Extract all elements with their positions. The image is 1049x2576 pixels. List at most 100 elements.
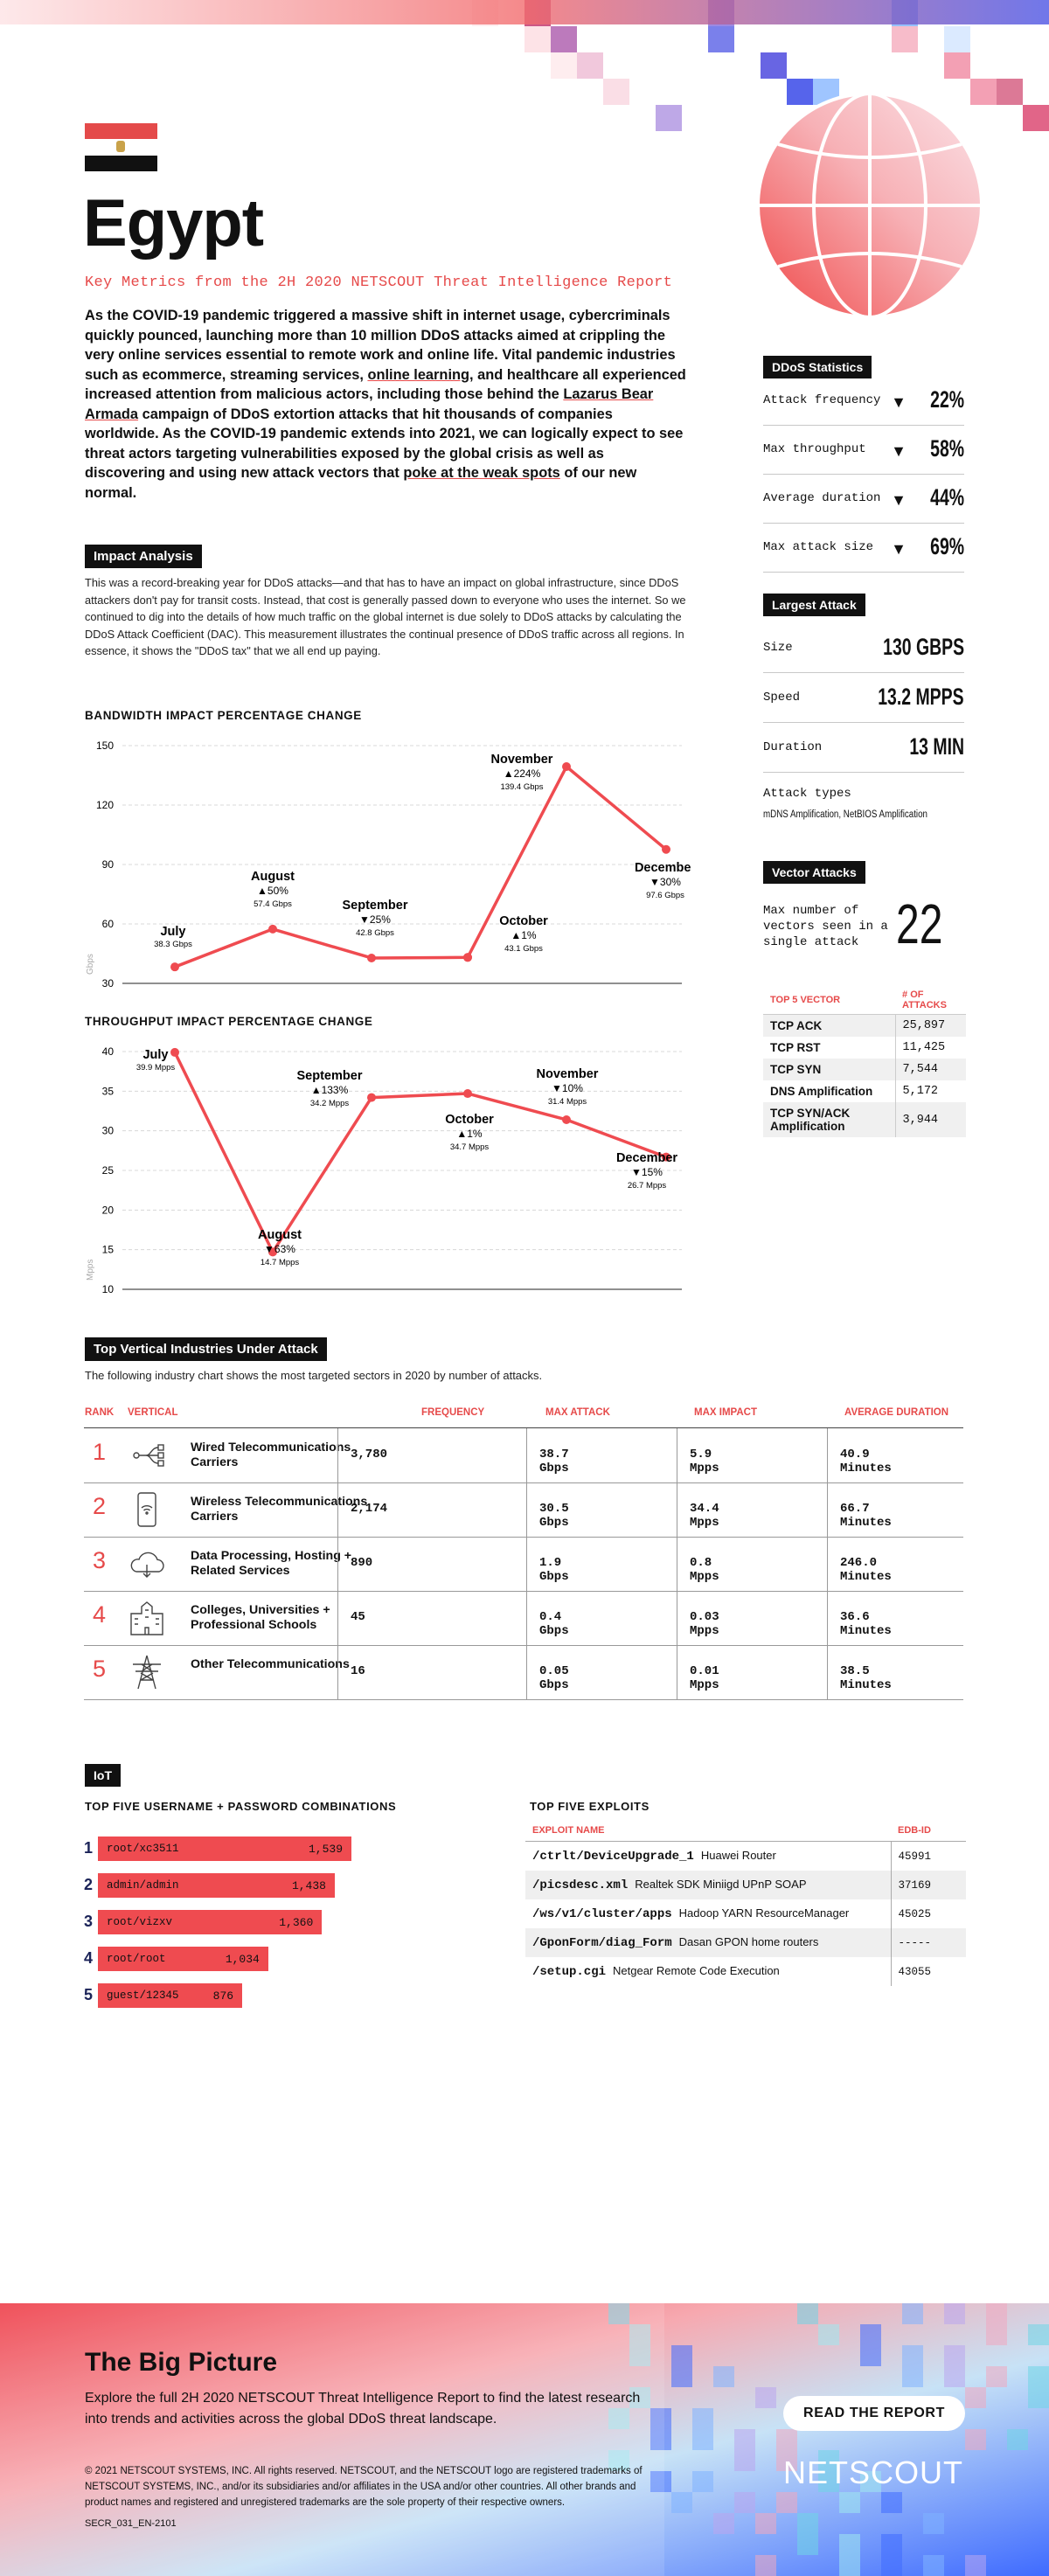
change-label: ▼15% xyxy=(631,1166,663,1178)
footer-pixel-art xyxy=(0,2303,1049,2576)
credential-count: 1,539 xyxy=(308,1843,343,1856)
vector-name: DNS Amplification xyxy=(770,1085,873,1098)
industry-max-attack: 38.7 Gbps xyxy=(539,1448,569,1475)
vector-row: DNS Amplification 5,172 xyxy=(763,1080,966,1102)
exploit-name-cell: /ws/v1/cluster/apps Hadoop YARN ResourceM… xyxy=(525,1899,891,1928)
data-point xyxy=(662,1152,670,1162)
change-label: ▲133% xyxy=(311,1084,349,1096)
industry-row: 5 Other Telecommunications 16 0.05 Gbps 0.01… xyxy=(84,1645,963,1700)
exploit-path: /ws/v1/cluster/apps xyxy=(532,1907,672,1921)
table-cell: 2,174 xyxy=(337,1482,387,1537)
exploit-edb-id: ----- xyxy=(890,1928,966,1957)
y-tick-label: 15 xyxy=(102,1244,115,1256)
change-label: ▼30% xyxy=(650,876,681,888)
intro-paragraph: As the COVID-19 pandemic triggered a mas… xyxy=(85,306,688,503)
col-frequency: FREQUENCY xyxy=(421,1407,485,1418)
month-label: December xyxy=(635,861,691,875)
industry-avg-duration: 38.5 Minutes xyxy=(840,1664,892,1692)
exploit-edb-id: 37169 xyxy=(890,1871,966,1899)
industry-name: Colleges, Universities + Professional Sc… xyxy=(191,1603,330,1632)
data-label: October▲1% 34.7 Mpps xyxy=(445,1113,494,1152)
exploit-path: /picsdesc.xml xyxy=(532,1878,629,1892)
exploit-description: Realtek SDK Miniigd UPnP SOAP xyxy=(635,1878,807,1891)
exploit-description: Huawei Router xyxy=(700,1849,776,1862)
online-learning-link[interactable]: online learning xyxy=(367,366,470,383)
lazarus-bear-armada-link[interactable]: Lazarus Bear Armada xyxy=(85,386,654,422)
industry-row: 1 Wired Telecommunications Carriers 3,780 3… xyxy=(84,1428,963,1483)
transmission-tower-icon xyxy=(128,1654,166,1691)
down-arrow-icon: ▼ xyxy=(891,540,907,558)
value-label: 97.6 Gbps xyxy=(646,891,684,900)
month-label: December xyxy=(616,1151,677,1165)
data-label: November▲224% 139.4 Gbps xyxy=(491,753,553,792)
value-label: 38.3 Gbps xyxy=(154,940,192,949)
stat-value: 44% xyxy=(930,484,964,510)
stat-label: Max throughput xyxy=(763,442,866,456)
change-label: ▲1% xyxy=(511,929,537,941)
exploit-path: /GponForm/diag_Form xyxy=(532,1936,672,1950)
col-exploit-name: EXPLOIT NAME xyxy=(525,1820,891,1842)
credentials-title: TOP FIVE USERNAME + PASSWORD COMBINATION… xyxy=(85,1800,397,1813)
data-point xyxy=(268,1247,277,1257)
industry-rank: 4 xyxy=(93,1601,107,1628)
y-tick-label: 30 xyxy=(102,977,115,989)
series-line xyxy=(173,1052,667,1254)
industries-intro: The following industry chart shows the m… xyxy=(85,1369,543,1382)
industry-max-impact: 0.8 Mpps xyxy=(690,1556,719,1584)
industry-name: Data Processing, Hosting + Related Servi… xyxy=(191,1549,352,1578)
col-rank: RANK xyxy=(85,1407,115,1418)
col-max-impact: MAX IMPACT xyxy=(694,1407,757,1418)
credential-rank: 3 xyxy=(84,1913,94,1930)
page-title: Egypt xyxy=(83,186,264,260)
credential-combo: root/root xyxy=(107,1953,166,1965)
value-label: 14.7 Mpps xyxy=(261,1258,300,1267)
largest-attack-row: Duration 13 MIN xyxy=(763,723,964,773)
y-tick-label: 60 xyxy=(102,918,115,930)
largest-attack-row: Speed 13.2 MPPS xyxy=(763,673,964,723)
vector-name: TCP ACK xyxy=(763,1014,896,1037)
ddos-stat-row: Max throughput ▼ 58% xyxy=(763,425,964,475)
value-label: 139.4 Gbps xyxy=(500,782,543,792)
vector-count: 3,944 xyxy=(894,1102,966,1137)
intro-text: , and healthcare all experienced increas… xyxy=(85,366,686,403)
school-building-icon xyxy=(128,1600,166,1636)
exploit-name-cell: /setup.cgi Netgear Remote Code Execution xyxy=(525,1957,891,1986)
max-vectors-label: Max number of vectors seen in a single a… xyxy=(763,904,888,949)
table-cell: 0.4 Gbps xyxy=(526,1591,569,1645)
credential-rank: 1 xyxy=(84,1839,94,1857)
weak-spots-link[interactable]: poke at the weak spots xyxy=(403,465,560,481)
value-label: 31.4 Mpps xyxy=(548,1097,587,1107)
exploit-edb-id: 43055 xyxy=(890,1957,966,1986)
data-point xyxy=(170,962,179,972)
credential-count: 1,360 xyxy=(279,1916,314,1929)
industry-max-impact: 0.01 Mpps xyxy=(690,1664,719,1692)
y-tick-label: 150 xyxy=(96,739,114,752)
credential-bar: guest/12345 876 xyxy=(98,1983,243,2008)
exploit-edb-id: 45991 xyxy=(890,1841,966,1871)
industries-heading: Top Vertical Industries Under Attack xyxy=(85,1337,327,1361)
largest-attack-value: 13.2 MPPS xyxy=(878,684,964,710)
col-average-duration: AVERAGE DURATION xyxy=(844,1407,949,1418)
read-report-button[interactable]: READ THE REPORT xyxy=(783,2396,965,2431)
value-label: 39.9 Mpps xyxy=(136,1063,176,1073)
data-label: August▼63% 14.7 Mpps xyxy=(258,1228,302,1267)
vector-name: TCP RST xyxy=(770,1041,821,1054)
intro-text: of our new normal. xyxy=(85,465,637,501)
credential-bar: root/root 1,034 xyxy=(98,1947,268,1971)
attack-types-label: Attack types xyxy=(763,787,851,801)
vector-count: 11,425 xyxy=(894,1037,966,1059)
data-point xyxy=(463,953,472,962)
industry-max-impact: 0.03 Mpps xyxy=(690,1610,719,1638)
month-label: November xyxy=(537,1067,599,1081)
exploit-row: /picsdesc.xml Realtek SDK Miniigd UPnP SO… xyxy=(525,1871,966,1899)
industry-avg-duration: 66.7 Minutes xyxy=(840,1502,892,1530)
y-tick-label: 120 xyxy=(96,799,114,811)
data-point xyxy=(170,1047,179,1057)
table-cell: 38.7 Gbps xyxy=(526,1428,569,1482)
credential-rank: 4 xyxy=(84,1949,94,1967)
exploit-row: /GponForm/diag_Form Dasan GPON home route… xyxy=(525,1928,966,1957)
exploits-title: TOP FIVE EXPLOITS xyxy=(530,1800,650,1813)
table-cell: 3,780 xyxy=(337,1428,387,1482)
